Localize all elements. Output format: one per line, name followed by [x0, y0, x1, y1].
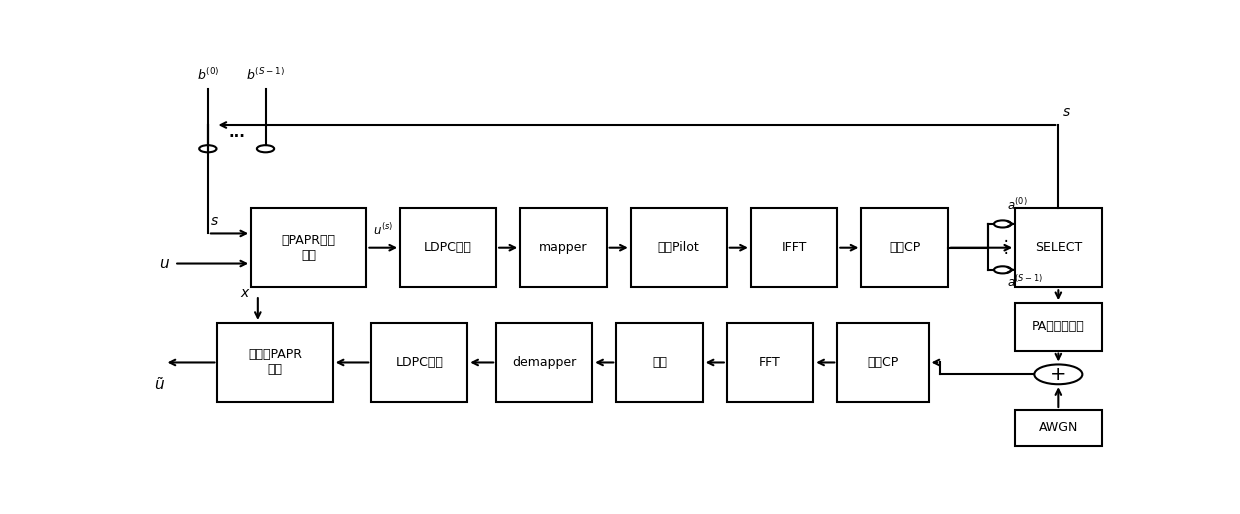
Text: demapper: demapper — [512, 356, 577, 369]
Text: SELECT: SELECT — [1034, 241, 1083, 254]
Bar — [250, 208, 367, 287]
Bar — [217, 323, 332, 402]
Bar — [862, 208, 947, 287]
Text: LDPC编码: LDPC编码 — [424, 241, 472, 254]
Bar — [496, 323, 593, 402]
Text: 去掉降PAPR
信息: 去掉降PAPR 信息 — [248, 348, 303, 376]
Text: ⋮: ⋮ — [997, 238, 1014, 256]
Text: $a^{(0)}$: $a^{(0)}$ — [1007, 197, 1028, 213]
Text: $b^{(0)}$: $b^{(0)}$ — [197, 67, 219, 83]
Text: s: s — [211, 213, 218, 228]
Bar — [1016, 208, 1101, 287]
Bar — [631, 208, 727, 287]
Text: s: s — [1063, 105, 1070, 119]
Text: LDPC译码: LDPC译码 — [396, 356, 443, 369]
Text: 插入Pilot: 插入Pilot — [658, 241, 699, 254]
Bar — [371, 323, 467, 402]
Bar — [401, 208, 496, 287]
Bar — [837, 323, 929, 402]
Text: mapper: mapper — [539, 241, 588, 254]
Text: 添加CP: 添加CP — [889, 241, 920, 254]
Bar — [727, 323, 813, 402]
Text: x: x — [241, 286, 248, 300]
Text: FFT: FFT — [759, 356, 781, 369]
Text: $b^{(S-1)}$: $b^{(S-1)}$ — [246, 67, 285, 83]
Text: $u$: $u$ — [159, 256, 170, 271]
Bar — [521, 208, 606, 287]
Text: 去掉CP: 去掉CP — [867, 356, 899, 369]
Bar — [1016, 303, 1101, 351]
Text: ...: ... — [228, 125, 246, 140]
Text: $\tilde{u}$: $\tilde{u}$ — [154, 376, 165, 393]
Bar — [1016, 410, 1101, 446]
Text: IFFT: IFFT — [781, 241, 807, 254]
Text: +: + — [1050, 365, 1066, 384]
Text: PA非线性失真: PA非线性失真 — [1032, 320, 1085, 334]
Text: $u^{(s)}$: $u^{(s)}$ — [373, 222, 393, 238]
Bar — [751, 208, 837, 287]
Text: 均衡: 均衡 — [652, 356, 667, 369]
Text: $a^{(S-1)}$: $a^{(S-1)}$ — [1007, 274, 1044, 290]
Text: AWGN: AWGN — [1039, 421, 1078, 434]
Bar — [616, 323, 703, 402]
Text: 降PAPR信息
插入: 降PAPR信息 插入 — [281, 234, 336, 262]
